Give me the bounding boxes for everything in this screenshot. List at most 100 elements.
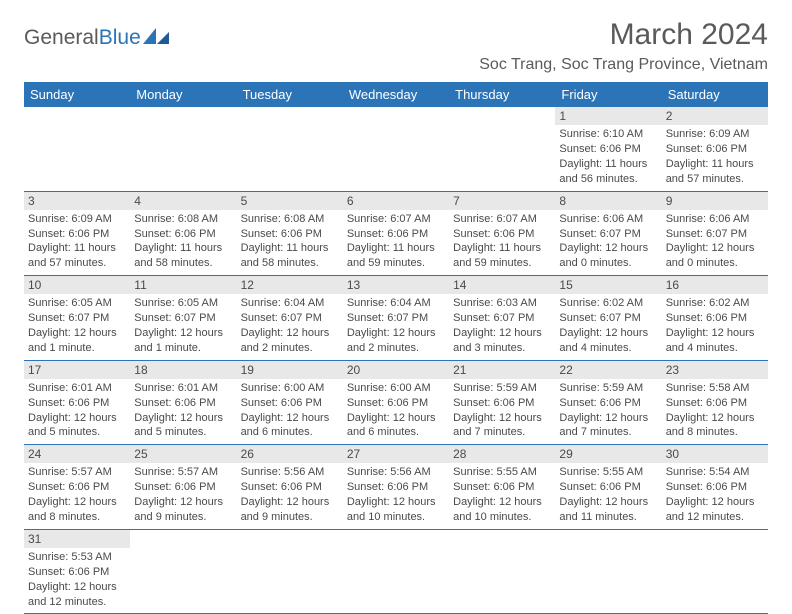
calendar-week-row: 17Sunrise: 6:01 AMSunset: 6:06 PMDayligh… bbox=[24, 360, 768, 445]
sunset-text: Sunset: 6:07 PM bbox=[241, 311, 339, 326]
day-number: 2 bbox=[662, 107, 768, 125]
calendar-day-cell: 22 Sunrise: 5:59 AMSunset: 6:06 PMDayligh… bbox=[555, 360, 661, 445]
calendar-week-row: 1Sunrise: 6:10 AMSunset: 6:06 PMDaylight… bbox=[24, 107, 768, 191]
sunset-text: Sunset: 6:06 PM bbox=[347, 227, 445, 242]
sunset-text: Sunset: 6:06 PM bbox=[666, 142, 764, 157]
calendar-day-cell: 2Sunrise: 6:09 AMSunset: 6:06 PMDaylight… bbox=[662, 107, 768, 191]
calendar-day-cell: 1Sunrise: 6:10 AMSunset: 6:06 PMDaylight… bbox=[555, 107, 661, 191]
page-header: GeneralBlue March 2024 Soc Trang, Soc Tr… bbox=[24, 18, 768, 74]
weekday-header: Sunday bbox=[24, 82, 130, 107]
calendar-week-row: 31Sunrise: 5:53 AMSunset: 6:06 PMDayligh… bbox=[24, 529, 768, 614]
day-number: 14 bbox=[449, 276, 555, 294]
day-number: 7 bbox=[449, 192, 555, 210]
sunset-text: Sunset: 6:06 PM bbox=[28, 396, 126, 411]
calendar-day-cell: 3Sunrise: 6:09 AMSunset: 6:06 PMDaylight… bbox=[24, 191, 130, 276]
calendar-empty-cell bbox=[449, 107, 555, 191]
sunrise-text: Sunrise: 5:59 AM bbox=[559, 381, 657, 396]
sunrise-text: Sunrise: 6:00 AM bbox=[241, 381, 339, 396]
sunrise-text: Sunrise: 5:55 AM bbox=[453, 465, 551, 480]
sunrise-text: Sunrise: 5:57 AM bbox=[28, 465, 126, 480]
sunset-text: Sunset: 6:06 PM bbox=[559, 396, 657, 411]
calendar-day-cell: 28Sunrise: 5:55 AMSunset: 6:06 PMDayligh… bbox=[449, 445, 555, 530]
calendar-day-cell: 29Sunrise: 5:55 AMSunset: 6:06 PMDayligh… bbox=[555, 445, 661, 530]
calendar-day-cell: 27Sunrise: 5:56 AMSunset: 6:06 PMDayligh… bbox=[343, 445, 449, 530]
calendar-day-cell: 4Sunrise: 6:08 AMSunset: 6:06 PMDaylight… bbox=[130, 191, 236, 276]
sunset-text: Sunset: 6:06 PM bbox=[28, 480, 126, 495]
calendar-day-cell: 23Sunrise: 5:58 AMSunset: 6:06 PMDayligh… bbox=[662, 360, 768, 445]
sunrise-text: Sunrise: 5:58 AM bbox=[666, 381, 764, 396]
calendar-empty-cell bbox=[24, 107, 130, 191]
sunset-text: Sunset: 6:06 PM bbox=[453, 227, 551, 242]
daylight-text: Daylight: 12 hours and 2 minutes. bbox=[241, 326, 339, 356]
day-number: 31 bbox=[24, 530, 130, 548]
day-number: 11 bbox=[130, 276, 236, 294]
calendar-day-cell: 19Sunrise: 6:00 AMSunset: 6:06 PMDayligh… bbox=[237, 360, 343, 445]
daylight-text: Daylight: 12 hours and 1 minute. bbox=[134, 326, 232, 356]
calendar-day-cell: 18Sunrise: 6:01 AMSunset: 6:06 PMDayligh… bbox=[130, 360, 236, 445]
sunrise-text: Sunrise: 5:53 AM bbox=[28, 550, 126, 565]
weekday-header: Friday bbox=[555, 82, 661, 107]
daylight-text: Daylight: 12 hours and 9 minutes. bbox=[134, 495, 232, 525]
brand-part2: Blue bbox=[99, 26, 141, 49]
day-number: 26 bbox=[237, 445, 343, 463]
sunrise-text: Sunrise: 5:57 AM bbox=[134, 465, 232, 480]
sunset-text: Sunset: 6:07 PM bbox=[28, 311, 126, 326]
daylight-text: Daylight: 12 hours and 6 minutes. bbox=[241, 411, 339, 441]
daylight-text: Daylight: 11 hours and 59 minutes. bbox=[347, 241, 445, 271]
calendar-empty-cell bbox=[130, 529, 236, 614]
daylight-text: Daylight: 12 hours and 4 minutes. bbox=[666, 326, 764, 356]
daylight-text: Daylight: 12 hours and 11 minutes. bbox=[559, 495, 657, 525]
location-text: Soc Trang, Soc Trang Province, Vietnam bbox=[479, 56, 768, 74]
sunrise-text: Sunrise: 6:07 AM bbox=[453, 212, 551, 227]
calendar-day-cell: 6Sunrise: 6:07 AMSunset: 6:06 PMDaylight… bbox=[343, 191, 449, 276]
sunrise-text: Sunrise: 6:06 AM bbox=[666, 212, 764, 227]
day-number: 25 bbox=[130, 445, 236, 463]
daylight-text: Daylight: 12 hours and 10 minutes. bbox=[347, 495, 445, 525]
daylight-text: Daylight: 12 hours and 12 minutes. bbox=[28, 580, 126, 610]
sail-icon bbox=[143, 26, 169, 44]
sunset-text: Sunset: 6:07 PM bbox=[666, 227, 764, 242]
sunset-text: Sunset: 6:06 PM bbox=[559, 480, 657, 495]
daylight-text: Daylight: 12 hours and 1 minute. bbox=[28, 326, 126, 356]
day-number: 4 bbox=[130, 192, 236, 210]
sunrise-text: Sunrise: 6:02 AM bbox=[559, 296, 657, 311]
weekday-header: Thursday bbox=[449, 82, 555, 107]
calendar-empty-cell bbox=[130, 107, 236, 191]
weekday-header: Saturday bbox=[662, 82, 768, 107]
sunrise-text: Sunrise: 6:09 AM bbox=[666, 127, 764, 142]
day-number: 16 bbox=[662, 276, 768, 294]
calendar-day-cell: 13Sunrise: 6:04 AMSunset: 6:07 PMDayligh… bbox=[343, 276, 449, 361]
daylight-text: Daylight: 12 hours and 7 minutes. bbox=[453, 411, 551, 441]
day-number: 10 bbox=[24, 276, 130, 294]
calendar-day-cell: 26Sunrise: 5:56 AMSunset: 6:06 PMDayligh… bbox=[237, 445, 343, 530]
sunset-text: Sunset: 6:06 PM bbox=[241, 396, 339, 411]
sunset-text: Sunset: 6:06 PM bbox=[453, 396, 551, 411]
daylight-text: Daylight: 12 hours and 8 minutes. bbox=[28, 495, 126, 525]
day-number: 22 bbox=[555, 361, 661, 379]
sunrise-text: Sunrise: 6:01 AM bbox=[134, 381, 232, 396]
daylight-text: Daylight: 12 hours and 0 minutes. bbox=[559, 241, 657, 271]
daylight-text: Daylight: 12 hours and 3 minutes. bbox=[453, 326, 551, 356]
calendar-day-cell: 10Sunrise: 6:05 AMSunset: 6:07 PMDayligh… bbox=[24, 276, 130, 361]
daylight-text: Daylight: 12 hours and 7 minutes. bbox=[559, 411, 657, 441]
daylight-text: Daylight: 12 hours and 10 minutes. bbox=[453, 495, 551, 525]
day-number: 9 bbox=[662, 192, 768, 210]
sunrise-text: Sunrise: 6:01 AM bbox=[28, 381, 126, 396]
sunset-text: Sunset: 6:06 PM bbox=[666, 396, 764, 411]
sunrise-text: Sunrise: 5:56 AM bbox=[241, 465, 339, 480]
daylight-text: Daylight: 12 hours and 9 minutes. bbox=[241, 495, 339, 525]
calendar-day-cell: 8Sunrise: 6:06 AMSunset: 6:07 PMDaylight… bbox=[555, 191, 661, 276]
sunrise-text: Sunrise: 5:59 AM bbox=[453, 381, 551, 396]
day-number: 29 bbox=[555, 445, 661, 463]
sunrise-text: Sunrise: 5:54 AM bbox=[666, 465, 764, 480]
calendar-empty-cell bbox=[662, 529, 768, 614]
daylight-text: Daylight: 12 hours and 4 minutes. bbox=[559, 326, 657, 356]
sunset-text: Sunset: 6:06 PM bbox=[134, 396, 232, 411]
sunrise-text: Sunrise: 6:04 AM bbox=[347, 296, 445, 311]
calendar-day-cell: 14Sunrise: 6:03 AMSunset: 6:07 PMDayligh… bbox=[449, 276, 555, 361]
day-number: 6 bbox=[343, 192, 449, 210]
calendar-week-row: 3Sunrise: 6:09 AMSunset: 6:06 PMDaylight… bbox=[24, 191, 768, 276]
sunset-text: Sunset: 6:07 PM bbox=[559, 311, 657, 326]
sunset-text: Sunset: 6:06 PM bbox=[134, 227, 232, 242]
calendar-empty-cell bbox=[343, 107, 449, 191]
